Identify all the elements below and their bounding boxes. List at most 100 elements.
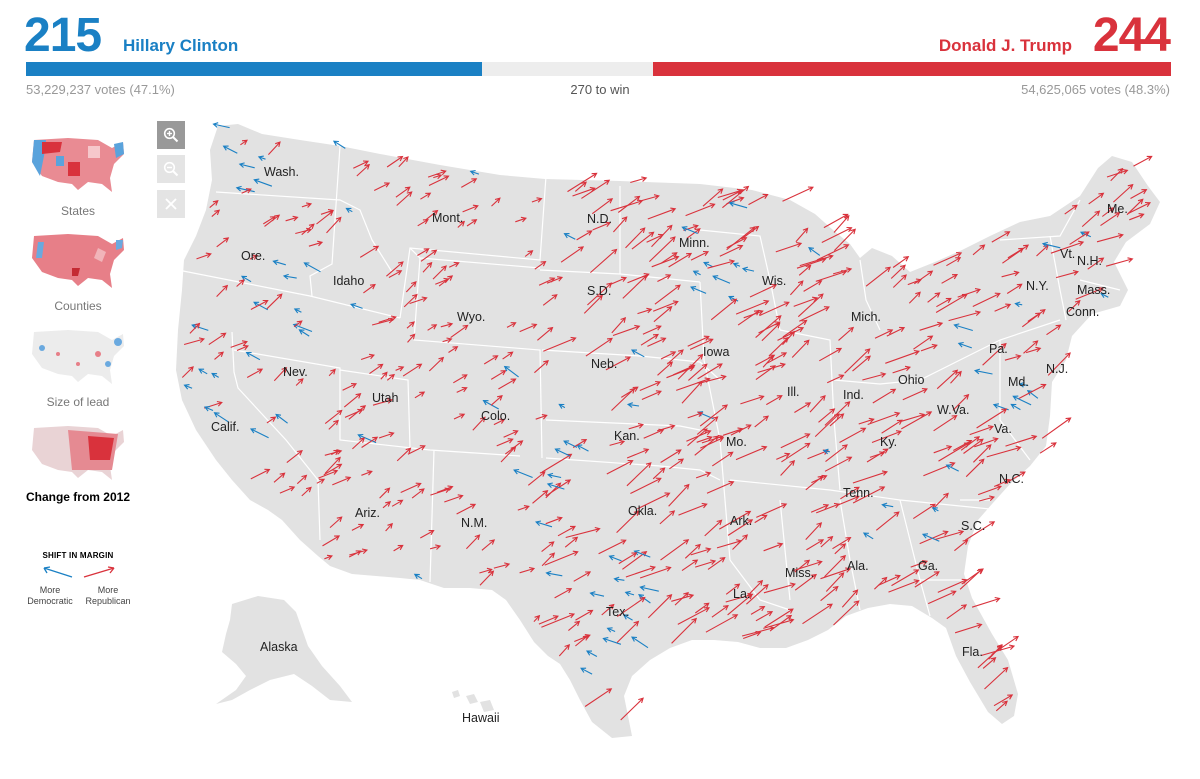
shift-arrow-dem bbox=[631, 636, 649, 649]
view-label-change-from-2012[interactable]: Change from 2012 bbox=[25, 490, 131, 504]
shift-arrow-rep bbox=[373, 182, 391, 191]
state-label: Neb. bbox=[591, 357, 617, 371]
shift-arrow-rep bbox=[649, 236, 676, 262]
shift-arrow-rep bbox=[386, 155, 404, 168]
state-label: Alaska bbox=[260, 640, 298, 654]
shift-arrow-rep bbox=[546, 276, 564, 284]
shift-arrow-rep bbox=[479, 570, 495, 586]
shift-arrow-rep bbox=[617, 195, 641, 213]
shift-arrow-rep bbox=[565, 526, 601, 539]
shift-arrow-rep bbox=[852, 486, 886, 504]
shift-arrow-rep bbox=[782, 186, 814, 202]
shift-arrow-rep bbox=[574, 181, 587, 192]
shift-arrow-rep bbox=[699, 404, 729, 427]
shift-arrow-rep bbox=[643, 428, 665, 439]
shift-arrow-dem bbox=[626, 402, 640, 408]
shift-arrow-rep bbox=[537, 326, 554, 341]
state-label: Ark. bbox=[730, 514, 752, 528]
shift-arrow-rep bbox=[616, 620, 640, 643]
shift-arrow-rep bbox=[826, 374, 845, 384]
shift-arrow-rep bbox=[1106, 168, 1129, 178]
shift-arrow-rep bbox=[308, 240, 324, 247]
view-label-states[interactable]: States bbox=[60, 204, 96, 218]
shift-arrow-rep bbox=[840, 486, 860, 500]
shift-arrow-rep bbox=[935, 529, 965, 540]
shift-arrow-rep bbox=[352, 437, 366, 450]
shift-arrow-rep bbox=[436, 485, 454, 493]
shift-arrow-rep bbox=[994, 303, 1012, 312]
view-label-counties[interactable]: Counties bbox=[54, 299, 102, 313]
shift-arrow-rep bbox=[626, 462, 652, 487]
shift-arrow-rep bbox=[533, 614, 541, 622]
shift-arrow-rep bbox=[246, 368, 264, 378]
shift-arrow-dem bbox=[563, 440, 578, 448]
shift-arrow-dem bbox=[606, 627, 616, 633]
states-view-thumbnail[interactable] bbox=[28, 132, 128, 196]
shift-arrow-rep bbox=[1050, 240, 1085, 254]
shift-arrow-rep bbox=[616, 510, 640, 533]
shift-arrow-rep bbox=[891, 569, 920, 587]
shift-arrow-rep bbox=[428, 175, 450, 186]
change-from-2012-view-thumbnail[interactable] bbox=[28, 420, 128, 484]
shift-arrow-rep bbox=[273, 366, 288, 382]
shift-arrow-rep bbox=[755, 315, 782, 339]
shift-arrow-rep bbox=[328, 368, 336, 377]
shift-arrow-rep bbox=[755, 365, 776, 381]
shift-arrow-rep bbox=[657, 274, 672, 282]
shift-arrow-rep bbox=[479, 567, 493, 574]
shift-arrow-rep bbox=[834, 543, 847, 555]
shift-arrow-rep bbox=[936, 369, 959, 390]
shift-arrow-dem bbox=[1026, 390, 1039, 399]
view-label-size-of-lead[interactable]: Size of lead bbox=[46, 395, 110, 409]
shift-arrow-dem bbox=[613, 576, 625, 583]
shift-arrow-rep bbox=[1001, 270, 1020, 278]
shift-arrow-rep bbox=[707, 259, 736, 269]
shift-arrow-rep bbox=[564, 536, 579, 548]
shift-arrow-rep bbox=[885, 349, 920, 364]
shift-arrow-rep bbox=[405, 281, 417, 293]
shift-arrow-rep bbox=[816, 244, 850, 261]
shift-arrow-rep bbox=[652, 300, 679, 312]
shift-arrow-rep bbox=[764, 608, 794, 628]
shift-arrow-rep bbox=[560, 246, 585, 263]
shift-arrow-rep bbox=[750, 606, 766, 615]
shift-arrow-dem bbox=[513, 468, 533, 479]
shift-arrow-dem bbox=[563, 233, 576, 240]
shift-arrow-rep bbox=[678, 502, 708, 516]
state-label: N.C. bbox=[999, 472, 1024, 486]
shift-arrow-rep bbox=[181, 366, 194, 378]
shift-arrow-rep bbox=[378, 315, 397, 323]
shift-arrow-rep bbox=[264, 214, 281, 227]
shift-arrow-rep bbox=[407, 333, 416, 343]
shift-arrow-rep bbox=[705, 614, 739, 633]
state-label: Va. bbox=[994, 422, 1012, 436]
shift-arrow-rep bbox=[544, 550, 579, 566]
shift-arrow-rep bbox=[395, 366, 405, 372]
shift-arrow-rep bbox=[425, 209, 439, 221]
shift-arrow-rep bbox=[1018, 383, 1047, 400]
zoom-in-button[interactable] bbox=[157, 121, 185, 149]
shift-arrow-dem bbox=[624, 590, 635, 597]
shift-arrow-rep bbox=[766, 395, 783, 406]
state-label: N.H. bbox=[1077, 254, 1102, 268]
shift-arrow-rep bbox=[747, 579, 764, 596]
shift-arrow-rep bbox=[936, 297, 952, 308]
shift-arrow-rep bbox=[592, 221, 612, 231]
shift-arrow-rep bbox=[681, 559, 699, 572]
zoom-out-button[interactable] bbox=[157, 155, 185, 183]
size-of-lead-view-thumbnail[interactable] bbox=[28, 324, 128, 388]
reset-zoom-button[interactable] bbox=[157, 190, 185, 218]
shift-arrow-rep bbox=[331, 449, 340, 456]
shift-arrow-rep bbox=[359, 245, 380, 258]
state-label: Minn. bbox=[679, 236, 710, 250]
counties-view-thumbnail[interactable] bbox=[28, 228, 128, 292]
shift-arrow-rep bbox=[1004, 471, 1026, 485]
shift-arrow-rep bbox=[1039, 442, 1057, 454]
shift-arrow-rep bbox=[824, 401, 851, 426]
shift-arrow-rep bbox=[933, 252, 963, 266]
shift-arrows bbox=[181, 122, 1153, 721]
shift-arrow-rep bbox=[612, 216, 628, 233]
to-win-label: 270 to win bbox=[570, 82, 630, 97]
shift-arrow-rep bbox=[453, 374, 468, 384]
